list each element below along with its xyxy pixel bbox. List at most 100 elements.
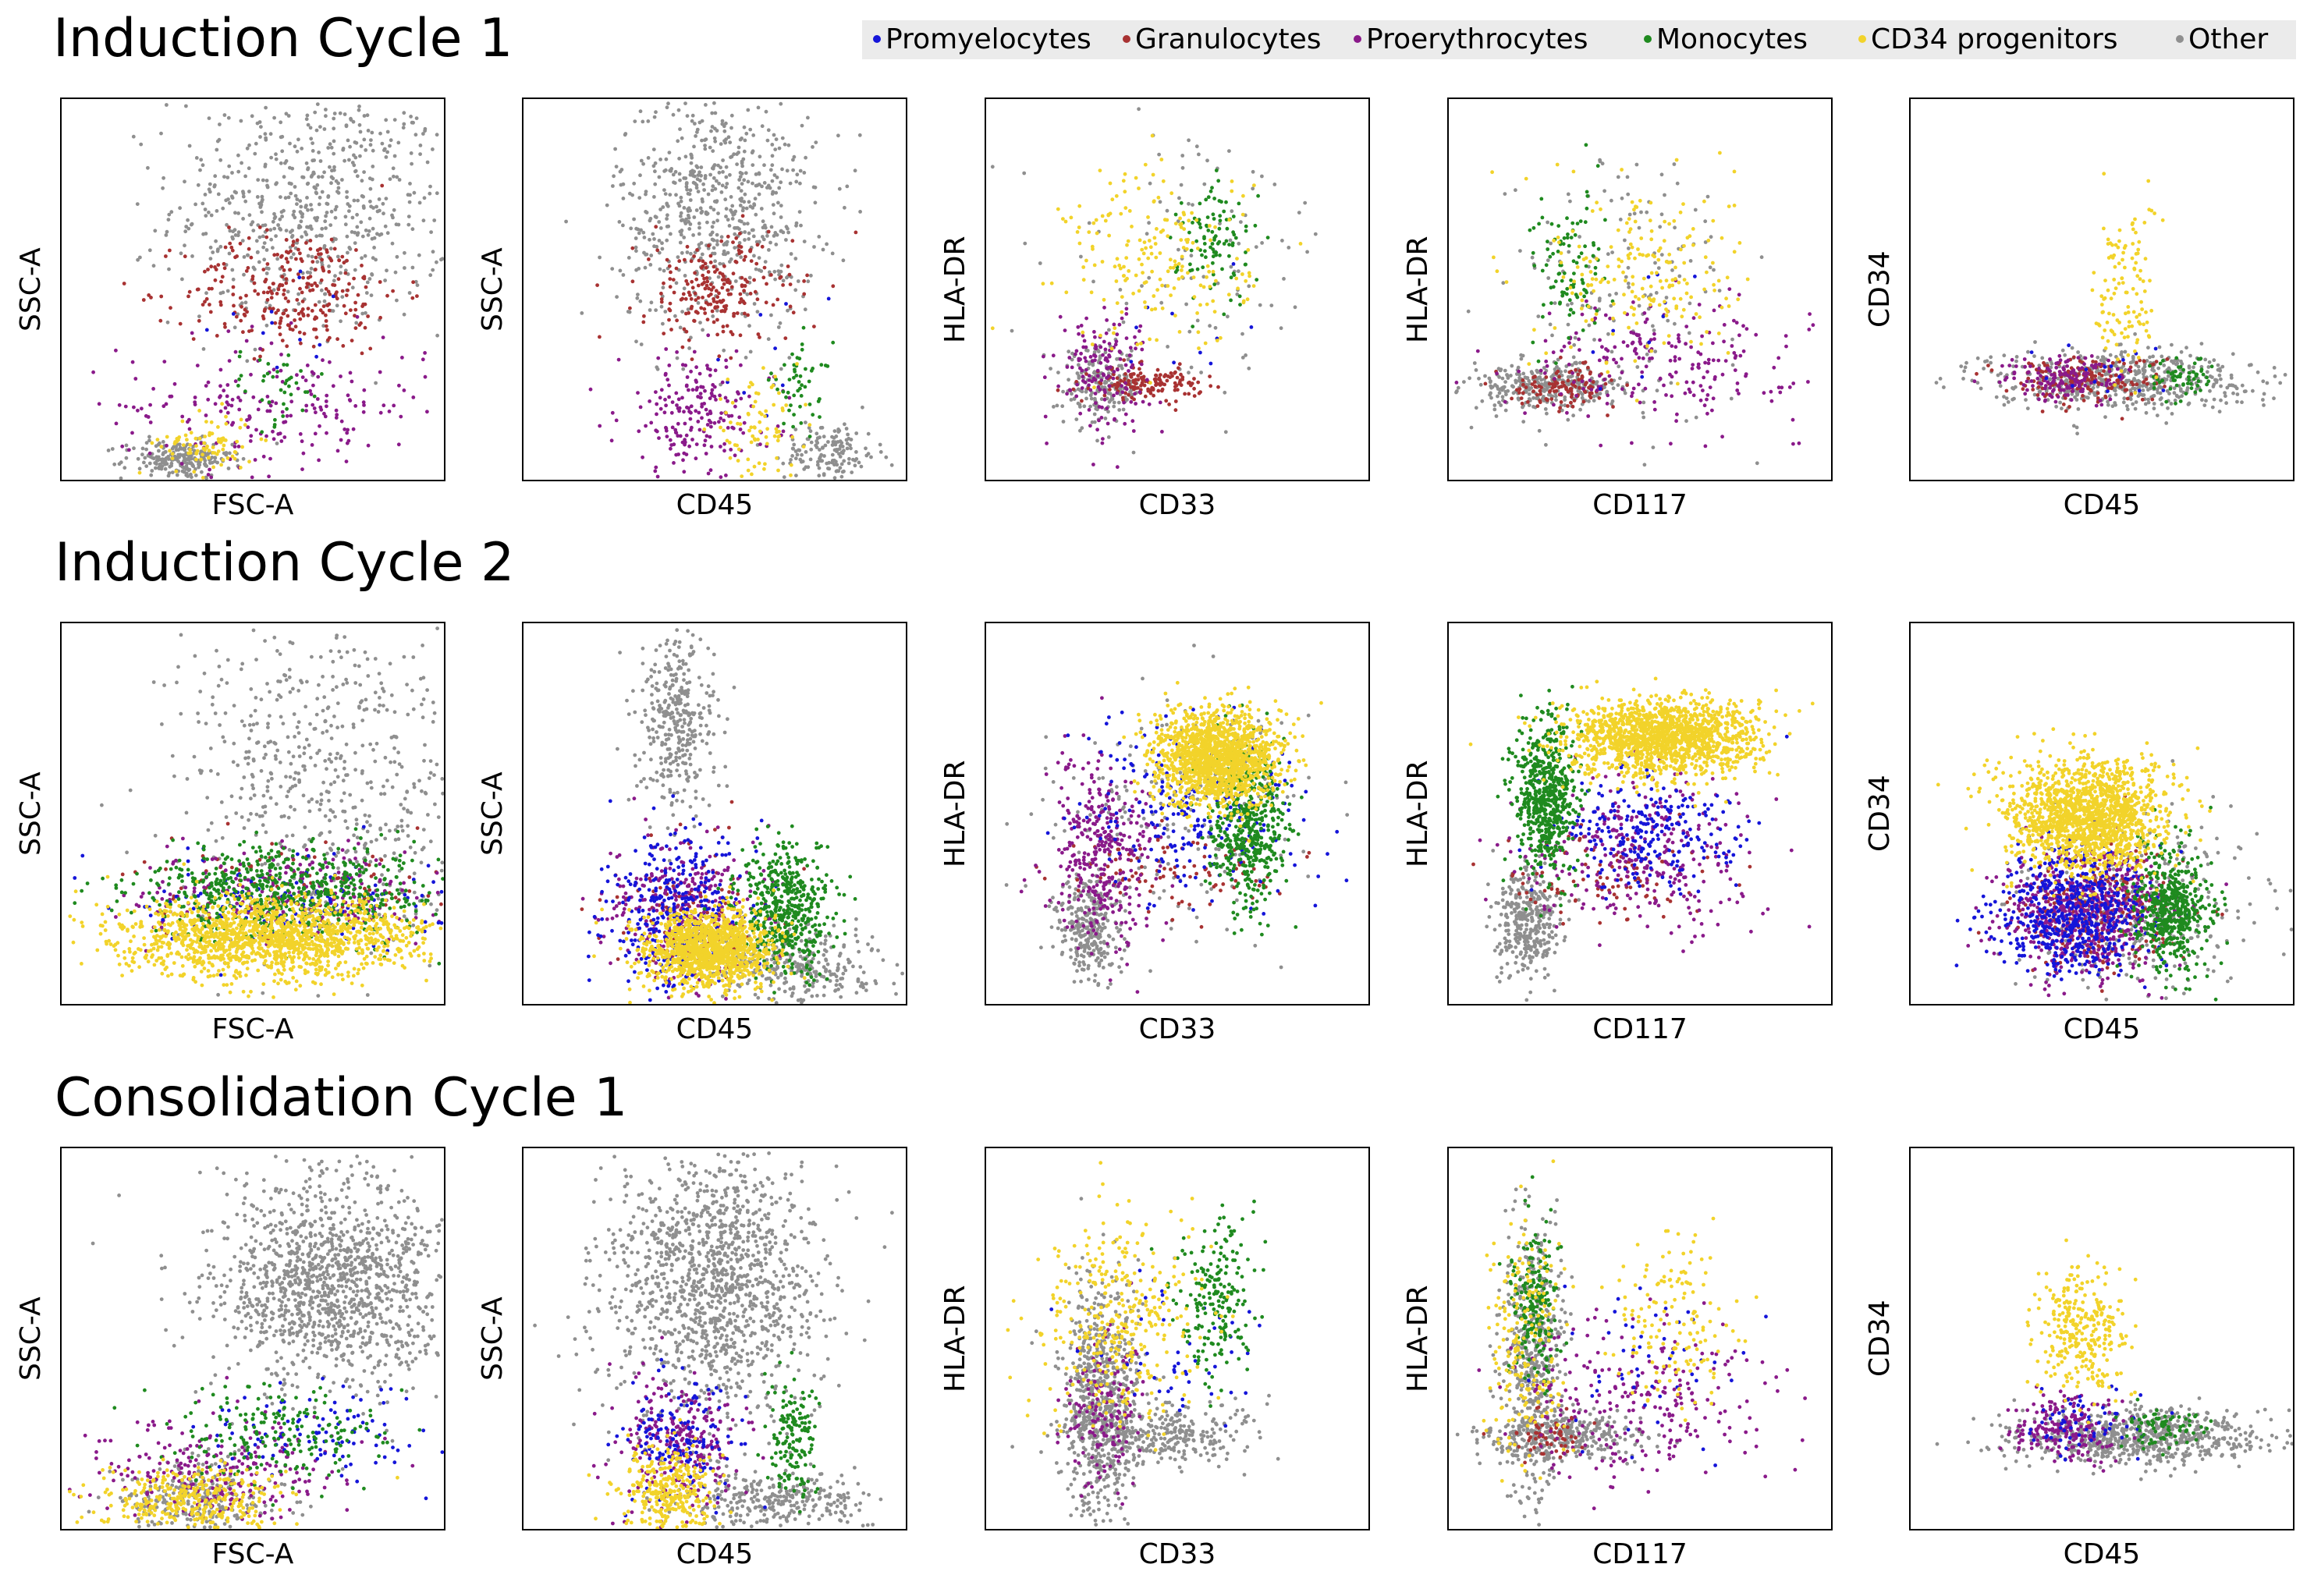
data-point [723,395,728,400]
data-point [708,145,712,150]
data-point [1108,181,1113,186]
data-point [1730,344,1734,348]
data-point [746,108,751,112]
data-point [1567,243,1571,248]
data-point [751,149,755,154]
data-point [1594,312,1599,316]
data-point [293,144,297,149]
data-point [772,173,777,177]
data-point [1585,299,1588,303]
data-point [246,425,250,430]
data-point [201,476,205,480]
data-point [190,475,193,480]
data-point [1729,396,1734,401]
data-point [1744,327,1749,331]
data-point [1621,340,1626,344]
data-point [1656,257,1661,262]
data-point [779,180,783,185]
data-point [1563,369,1567,374]
legend-marker-icon [2176,35,2184,43]
data-point [1703,240,1708,244]
data-point [344,293,349,297]
data-point [1595,309,1599,313]
data-point [1095,427,1099,432]
data-point [231,420,236,425]
data-point [1553,377,1556,381]
data-point [776,200,780,205]
data-point [1130,419,1135,424]
data-point [1128,390,1132,394]
data-point [304,285,309,289]
data-point [864,446,868,451]
data-point [392,154,397,158]
data-point [362,275,367,279]
data-point [800,342,804,346]
data-point [1192,377,1196,381]
data-point [697,427,702,432]
data-point [713,126,717,131]
data-point [765,138,770,143]
data-point [689,410,693,415]
data-point [716,275,721,279]
data-point [1556,250,1560,254]
data-point [688,208,692,213]
data-point [717,181,721,186]
data-point [384,118,389,122]
data-point [1602,189,1606,193]
data-point [818,455,822,459]
data-point [651,164,656,168]
data-point [1578,292,1583,296]
data-point [1179,222,1184,226]
data-point [1187,138,1191,143]
data-point [225,456,230,460]
data-point [739,250,744,254]
data-point [710,125,715,129]
data-point [360,351,364,356]
data-point [287,384,291,388]
x-axis-label: FSC-A [60,489,445,521]
data-point [2011,364,2015,368]
data-point [1092,385,1096,390]
data-point [1051,353,1056,358]
data-point [321,358,325,363]
data-point [1179,225,1184,229]
data-point [798,374,803,378]
data-point [1641,294,1645,299]
data-point [1110,197,1115,202]
data-point [668,301,673,306]
data-point [231,277,236,282]
data-point [234,190,238,195]
data-point [713,259,717,264]
data-point [1148,181,1152,186]
data-point [786,390,790,395]
data-point [360,304,364,308]
data-point [739,396,744,401]
data-point [817,235,822,239]
data-point [1632,307,1637,311]
data-point [296,302,301,306]
data-point [306,313,311,317]
data-point [763,414,767,418]
data-point [295,202,299,206]
data-point [884,455,889,459]
data-point [1570,221,1575,225]
data-point [1677,336,1680,341]
data-point [227,451,232,456]
data-point [815,431,819,436]
data-point [1581,399,1586,404]
data-point [749,259,754,263]
data-point [1677,333,1680,338]
data-point [283,420,288,424]
scatter-plot [564,101,894,480]
data-point [1130,363,1135,367]
data-point [1127,369,1130,373]
data-point [435,260,438,264]
data-point [365,113,370,118]
data-point [185,438,189,442]
data-point [724,185,728,190]
data-point [857,460,861,465]
data-point [726,292,731,296]
data-point [280,264,285,269]
data-point [1070,357,1074,362]
data-point [346,250,350,255]
